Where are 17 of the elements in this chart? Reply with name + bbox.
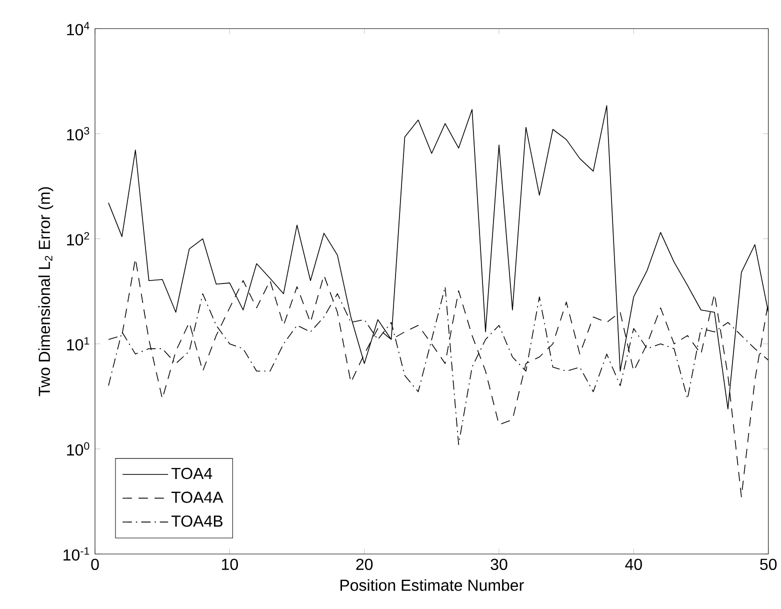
x-tick-label: 50 [760, 558, 777, 570]
y-tick-label: 10$^{-1}$ [64, 547, 90, 561]
y-tick-label: 10$^{1}$ [67, 337, 90, 350]
x-tick-label: 40 [625, 558, 642, 570]
legend-label: TOA4 [171, 468, 212, 480]
legend-label: TOA4A [171, 492, 224, 503]
y-axis-title: Two Dimensional L$_{2}$ Error (m) [38, 187, 54, 396]
x-axis-title: Position Estimate Number [340, 579, 524, 591]
y-tick-label: 10$^{0}$ [67, 442, 90, 456]
y-tick-label: 10$^{3}$ [67, 127, 90, 140]
y-tick-label: 10$^{2}$ [67, 232, 90, 246]
x-tick-label: 30 [490, 558, 508, 570]
x-tick-label: 20 [356, 558, 373, 570]
legend-label: TOA4B [171, 515, 222, 527]
x-tick-label: 0 [91, 558, 99, 570]
y-tick-label: 10$^{4}$ [67, 22, 90, 36]
x-tick-label: 10 [222, 558, 238, 570]
